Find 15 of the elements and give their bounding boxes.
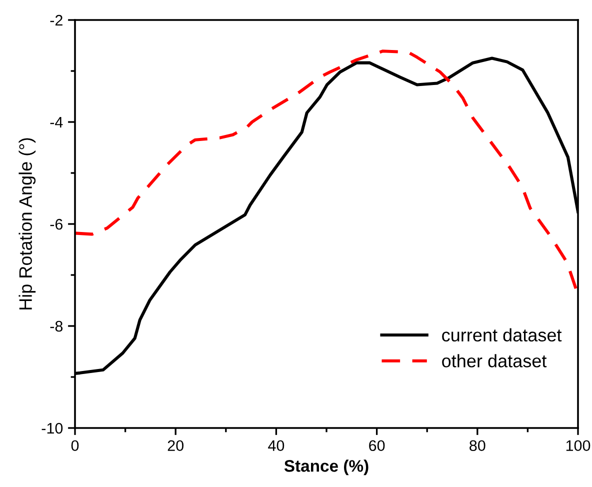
y-tick-label: -6 (50, 218, 63, 230)
x-tick-label: 20 (168, 440, 184, 452)
legend-label: current dataset (442, 328, 562, 342)
y-tick-label: -8 (50, 320, 63, 332)
y-axis-title: Hip Rotation Angle (°) (18, 138, 36, 310)
x-tick-label: 40 (268, 440, 284, 452)
y-tick-label: -4 (50, 117, 63, 128)
x-tick-label: 0 (71, 440, 79, 452)
y-tick-label: -10 (42, 422, 63, 434)
x-tick-label: 100 (566, 440, 590, 452)
legend-label: other dataset (442, 354, 547, 368)
x-tick-label: 60 (369, 440, 385, 452)
x-axis-title: Stance (%) (284, 460, 368, 476)
x-tick-label: 80 (470, 440, 486, 452)
y-tick-label: -2 (50, 14, 62, 26)
